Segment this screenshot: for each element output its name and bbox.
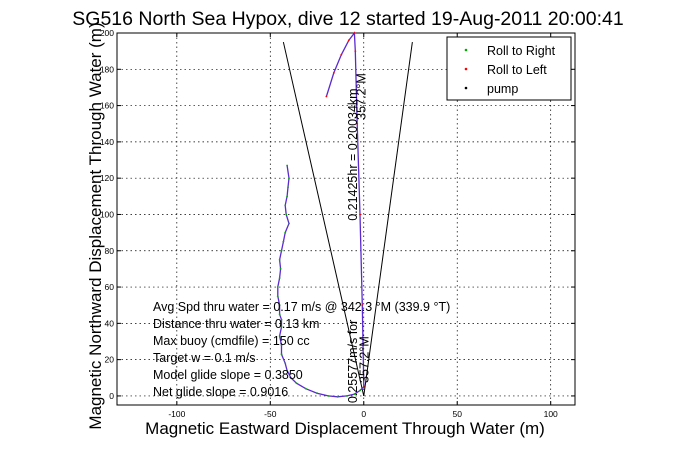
data-point: [278, 277, 281, 279]
data-point: [288, 177, 290, 180]
heading-annotation: 357.2°M: [355, 73, 369, 120]
data-point: [278, 258, 281, 261]
legend-box: [446, 36, 572, 101]
data-point: [295, 382, 298, 385]
x-tick-label: 0: [361, 409, 366, 419]
y-axis-label: Magnetic Northward Displacement Through …: [86, 22, 105, 429]
data-point: [279, 268, 282, 270]
data-point: [359, 389, 361, 392]
data-point: [280, 318, 283, 321]
data-point: [356, 122, 359, 125]
x-axis: -100 -50 0 50 100: [168, 33, 558, 419]
data-point: [282, 240, 285, 243]
data-point: [327, 395, 330, 397]
stats-annotation: Target w = 0.1 m/s: [153, 351, 255, 365]
heading-annotation: 0.21425hr = 0.20034km: [346, 88, 360, 220]
x-axis-label: Magnetic Eastward Displacement Through W…: [145, 419, 545, 438]
heading-annotation: 357.2°M: [357, 336, 371, 383]
data-point: [361, 304, 364, 307]
data-point: [280, 344, 283, 347]
y-tick-label: 180: [100, 64, 114, 74]
reference-line: [363, 42, 413, 396]
legend-entry: Roll to Right: [487, 44, 556, 58]
y-tick-label: 40: [105, 318, 115, 328]
data-point: [287, 186, 289, 189]
y-tick-label: 100: [100, 209, 114, 219]
legend: Roll to Right Roll to Left pump: [446, 36, 572, 101]
reference-lines: [282, 41, 413, 397]
stats-annotation: Avg Spd thru water = 0.17 m/s @ 342.3 °M…: [153, 300, 450, 314]
data-point: [354, 50, 357, 53]
y-tick-label: 120: [100, 173, 114, 183]
x-tick-label: -50: [264, 409, 277, 419]
y-tick-label: 0: [109, 391, 114, 401]
heading-annotation: 0.25577m/s for: [346, 320, 360, 403]
data-point: [353, 32, 356, 34]
grid-lines: [117, 32, 575, 405]
data-point: [346, 395, 348, 397]
reference-line: [282, 41, 365, 397]
data-series: [276, 31, 365, 398]
legend-marker: [464, 48, 468, 52]
data-point: [276, 286, 279, 288]
data-point: [286, 164, 289, 167]
legend-entry: Roll to Left: [487, 63, 547, 77]
data-point: [325, 95, 328, 98]
data-point: [340, 53, 343, 56]
data-point: [286, 369, 289, 372]
x-tick-label: 50: [452, 409, 462, 419]
legend-marker: [464, 86, 468, 90]
x-tick-label: -100: [168, 409, 185, 419]
data-point: [280, 353, 283, 356]
data-point: [286, 195, 289, 198]
stats-annotation: Max buoy (cmdfile) = 150 cc: [153, 334, 310, 348]
legend-marker: [464, 67, 468, 71]
y-tick-label: 160: [100, 101, 114, 111]
series-line: [325, 31, 365, 387]
data-point: [276, 295, 279, 298]
stats-annotation: Distance thru water = 0.13 km: [153, 317, 319, 331]
chart-title: SG516 North Sea Hypox, dive 12 started 1…: [72, 8, 623, 30]
stats-annotation: Model glide slope = 0.3850: [153, 368, 303, 382]
y-tick-label: 80: [105, 246, 115, 256]
data-point: [316, 392, 318, 395]
x-tick-label: 100: [544, 409, 558, 419]
data-point: [278, 304, 281, 307]
data-point: [284, 362, 287, 365]
data-point: [347, 39, 350, 42]
y-tick-label: 200: [100, 28, 114, 38]
data-point: [362, 385, 365, 388]
series-line: [277, 165, 365, 398]
data-point: [278, 335, 281, 337]
stats-annotation: Net glide slope = 0.9016: [153, 385, 288, 399]
data-point: [284, 204, 287, 207]
data-point: [280, 326, 283, 328]
y-tick-label: 20: [105, 355, 115, 365]
data-point: [284, 231, 287, 234]
data-point: [288, 222, 290, 225]
data-point: [280, 249, 283, 252]
data-point: [304, 387, 307, 390]
y-axis: 0 20 40 60 80 100 120 140 160 180 200: [100, 28, 575, 401]
y-tick-label: 60: [105, 282, 115, 292]
data-point: [285, 213, 288, 216]
data-point: [353, 393, 356, 396]
annotations: Avg Spd thru water = 0.17 m/s @ 342.3 °M…: [153, 73, 450, 403]
data-point: [289, 376, 292, 379]
data-point: [336, 395, 339, 398]
y-tick-label: 140: [100, 137, 114, 147]
data-point: [332, 72, 335, 74]
data-point: [278, 313, 281, 316]
legend-entry: pump: [487, 82, 518, 96]
plot-area: [116, 32, 576, 406]
data-point: [359, 213, 361, 216]
